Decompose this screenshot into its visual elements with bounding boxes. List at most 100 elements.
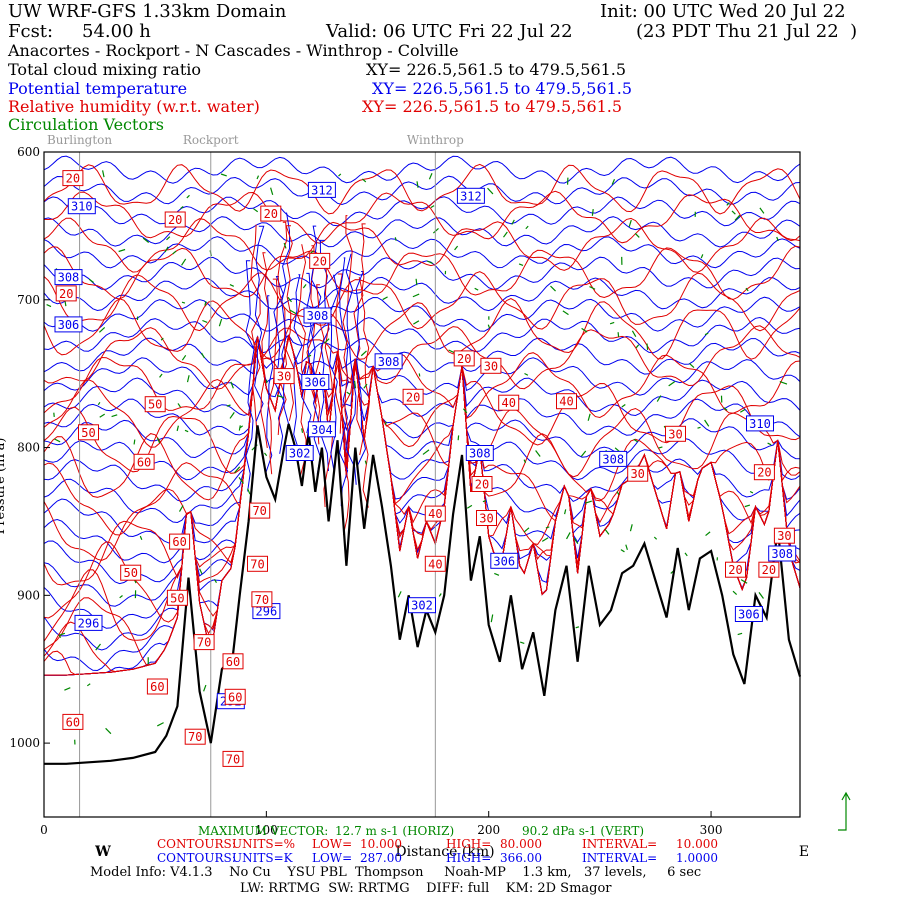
circulation-vector xyxy=(180,205,184,210)
max-vector-horiz: 12.7 m s-1 (HORIZ) xyxy=(335,824,455,838)
circulation-vector xyxy=(550,285,556,292)
circulation-vector xyxy=(668,381,676,387)
circulation-vector xyxy=(156,437,161,444)
circulation-vector xyxy=(360,350,367,357)
rh-contour-line xyxy=(44,271,800,332)
rh-contours-units: UNITS=% xyxy=(232,837,296,851)
theta-contour-line xyxy=(44,335,800,585)
circulation-vector xyxy=(102,170,105,178)
circulation-vector xyxy=(289,309,297,315)
y-tick-label: 800 xyxy=(17,441,40,455)
rh-contour-label: 20 xyxy=(757,466,771,480)
circulation-vector xyxy=(220,173,227,177)
circulation-vector xyxy=(625,544,628,551)
rh-contour-label: 50 xyxy=(170,591,184,605)
rh-contour-line xyxy=(44,335,800,676)
rh-label-box xyxy=(627,465,649,482)
circulation-vector xyxy=(105,727,112,735)
rh-label-box xyxy=(62,713,84,730)
circulation-vector xyxy=(448,349,455,354)
theta-contour-label: 308 xyxy=(307,309,329,323)
circulation-vector xyxy=(525,225,529,230)
rh-label-box xyxy=(55,285,77,302)
circulation-vector xyxy=(238,425,241,431)
circulation-vector xyxy=(177,403,181,408)
circulation-vector xyxy=(181,301,186,304)
circulation-vector xyxy=(310,250,314,254)
circulation-vector xyxy=(731,210,736,215)
reference-vector xyxy=(838,793,847,831)
circulation-vector xyxy=(631,330,637,338)
rh-contour-label: 70 xyxy=(197,636,211,650)
rh-contour-label: 20 xyxy=(168,213,182,227)
rh-contour-label: 70 xyxy=(252,504,266,518)
rh-label-box xyxy=(120,564,142,581)
theta-contour-line xyxy=(245,260,255,492)
circulation-vector xyxy=(54,438,61,443)
theta-contour-line xyxy=(44,175,800,206)
rh-contour-line xyxy=(44,325,800,390)
rh-contour-label: 30 xyxy=(277,370,291,384)
circulation-vector xyxy=(99,413,106,418)
theta-contour-line xyxy=(301,272,312,434)
circulation-vector xyxy=(758,592,764,599)
rh-label-box xyxy=(402,388,424,405)
rh-contour-label: 60 xyxy=(66,715,80,729)
theta-contour-label: 302 xyxy=(289,446,311,460)
circulation-vector xyxy=(204,301,207,306)
circulation-vector xyxy=(226,404,231,407)
theta-contour-line xyxy=(44,236,800,269)
rh-contour-label: 20 xyxy=(762,563,776,577)
rh-contour-line xyxy=(44,335,800,586)
circulation-vector xyxy=(181,258,187,266)
theta-contours-interval-label: INTERVAL= xyxy=(582,851,658,865)
rh-label-box xyxy=(309,252,331,269)
circulation-vector xyxy=(438,593,442,597)
theta-contour-line xyxy=(44,155,800,184)
rh-contour-label: 50 xyxy=(81,426,95,440)
circulation-vector xyxy=(565,532,571,540)
rh-contour-line xyxy=(44,245,800,300)
theta-contour-line xyxy=(355,271,367,485)
circulation-vector xyxy=(776,236,779,242)
rh-label-box xyxy=(556,393,577,410)
theta-label-box xyxy=(746,415,774,432)
circulation-vector xyxy=(734,214,741,221)
circulation-vector xyxy=(587,413,591,421)
circulation-vector xyxy=(487,324,491,329)
field-cloud-name: Total cloud mixing ratio xyxy=(8,60,202,79)
theta-contours-interval: 1.0000 xyxy=(676,851,718,865)
field-rh-xy: XY= 226.5,561.5 to 479.5,561.5 xyxy=(362,97,623,116)
circulation-vector xyxy=(575,626,580,629)
circulation-vector xyxy=(705,531,711,537)
circulation-vector xyxy=(384,421,388,425)
rh-label-box xyxy=(62,170,84,187)
circulation-vector xyxy=(523,527,530,533)
circulation-vector xyxy=(301,428,304,433)
circulation-vector xyxy=(684,552,688,557)
theta-contour-label: 308 xyxy=(602,452,624,466)
circulation-vector xyxy=(635,344,640,349)
circulation-vector xyxy=(767,442,772,446)
theta-contour-line xyxy=(44,276,800,312)
theta-contour-label: 310 xyxy=(71,200,93,214)
circulation-vector xyxy=(287,296,293,303)
circulation-vector xyxy=(302,284,307,289)
circulation-vector xyxy=(139,535,143,540)
theta-contour-label: 302 xyxy=(411,599,433,613)
theta-contour-line xyxy=(44,335,800,607)
field-vectors-name: Circulation Vectors xyxy=(8,115,164,134)
circulation-vector xyxy=(200,352,205,359)
rh-contour-label: 50 xyxy=(123,566,137,580)
circulation-vector xyxy=(382,296,388,301)
rh-label-box xyxy=(164,211,186,228)
circulation-vector xyxy=(156,722,164,727)
rh-contour-line xyxy=(267,278,279,475)
circulation-vector xyxy=(462,408,468,414)
rh-label-box xyxy=(169,533,191,550)
circulation-vector xyxy=(759,207,765,214)
rh-contour-line xyxy=(44,335,800,536)
circulation-vector xyxy=(523,459,527,464)
rh-contour-label: 20 xyxy=(59,287,73,301)
